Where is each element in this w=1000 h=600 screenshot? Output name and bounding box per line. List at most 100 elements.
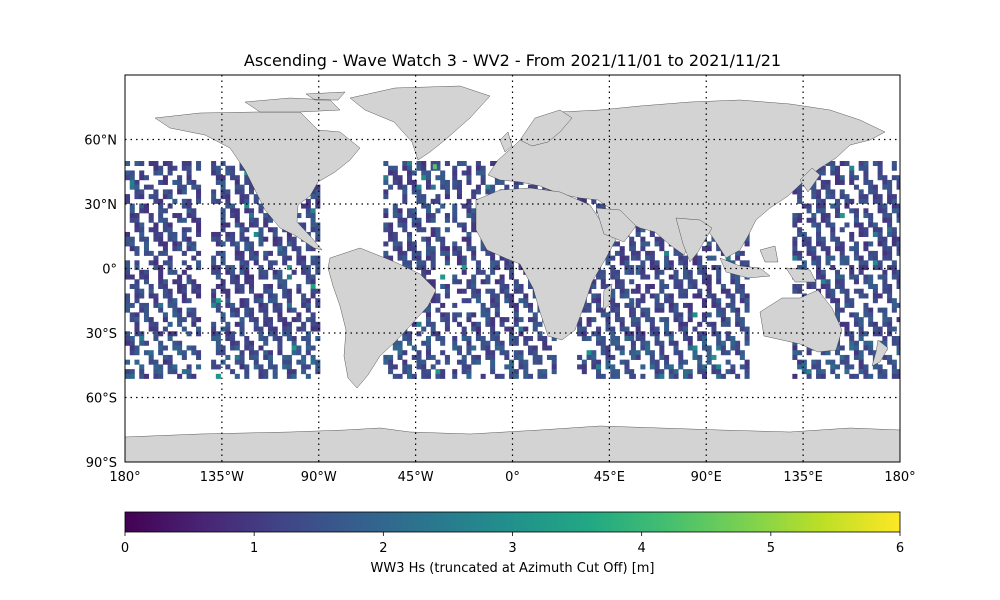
hs-cell [797, 350, 803, 356]
hs-cell [739, 250, 745, 256]
hs-cell [315, 227, 321, 233]
hs-cell [234, 345, 240, 351]
hs-cell [877, 265, 883, 271]
arabia [595, 207, 637, 243]
hs-cell [162, 246, 168, 252]
hs-cell [494, 260, 500, 266]
hs-cell [610, 354, 616, 360]
hs-cell [291, 340, 297, 346]
hs-cell [683, 326, 689, 332]
hs-cell [577, 321, 583, 327]
hs-cell [305, 265, 311, 271]
hs-cell [263, 312, 269, 318]
hs-cell [532, 184, 538, 190]
hs-cell [286, 373, 292, 379]
hs-cell [186, 369, 192, 375]
hs-cell [706, 241, 712, 247]
hs-cell [816, 203, 822, 209]
hs-cell [825, 213, 831, 219]
hs-cell [610, 336, 616, 342]
hs-cell [797, 231, 803, 237]
hs-cell [872, 250, 878, 256]
hs-cell [596, 274, 602, 280]
hs-cell [664, 298, 670, 304]
hs-cell [849, 274, 855, 280]
hs-cell [153, 302, 159, 308]
hs-cell [858, 260, 864, 266]
hs-cell [858, 222, 864, 228]
hs-cell [315, 302, 321, 308]
hs-cell [191, 345, 197, 351]
hs-cell [891, 175, 897, 181]
hs-cell [416, 184, 422, 190]
hs-cell [887, 326, 893, 332]
hs-cell [267, 227, 273, 233]
hs-cell [816, 208, 822, 214]
hs-cell [461, 359, 467, 365]
hs-cell [654, 364, 660, 370]
hs-cell [711, 369, 717, 375]
hs-cell [863, 345, 869, 351]
hs-cell [494, 345, 500, 351]
lat-tick-label: 60°S [86, 392, 117, 407]
hs-cell [834, 170, 841, 176]
hs-cell [148, 184, 154, 190]
hs-cell [872, 283, 878, 290]
hs-cell [272, 227, 278, 233]
hs-cell [430, 246, 436, 252]
hs-cell [315, 369, 321, 375]
hs-cell [263, 336, 269, 342]
hs-cell [610, 293, 616, 299]
hs-cell [654, 274, 660, 280]
hs-cell [513, 317, 519, 323]
hs-cell [435, 208, 441, 214]
hs-cell [816, 265, 822, 271]
hs-cell [649, 364, 655, 370]
arctic-islands [244, 91, 346, 113]
hs-cell [186, 241, 192, 247]
hs-cell [649, 283, 655, 290]
graticule [125, 75, 900, 462]
hs-cell [425, 354, 431, 360]
hs-cell [839, 189, 845, 195]
hs-cell [640, 236, 646, 242]
hs-cell [220, 260, 226, 266]
hs-cell [244, 269, 250, 275]
hs-cell [868, 307, 874, 313]
hs-cell [668, 307, 674, 313]
hs-cell [143, 317, 149, 323]
hs-cell [528, 302, 534, 308]
hs-cell [263, 236, 269, 242]
hs-cell [811, 260, 817, 266]
hs-cell [253, 359, 259, 365]
hs-cell [416, 222, 422, 228]
hs-cell [196, 194, 202, 200]
hs-cell [518, 364, 524, 370]
hs-cell [411, 179, 417, 185]
hs-cell [630, 354, 636, 360]
hs-cell [253, 231, 259, 237]
hs-cell [425, 321, 431, 327]
hs-cell [744, 293, 750, 299]
hs-cell [605, 255, 611, 261]
hs-cell [305, 279, 311, 285]
hs-cell [853, 250, 859, 256]
hs-cell [282, 293, 288, 299]
hs-cell [143, 236, 149, 242]
hs-cell [577, 364, 583, 370]
hs-cell [711, 298, 717, 304]
hs-cell [186, 298, 192, 304]
hs-cell [315, 236, 321, 242]
hs-cell [129, 283, 135, 290]
hs-cell [148, 227, 154, 233]
hs-cell [253, 350, 259, 356]
hs-cell [654, 369, 660, 375]
hs-cell [640, 345, 646, 351]
hs-cell [186, 213, 192, 219]
hs-cell [668, 265, 674, 271]
hs-cell [619, 246, 625, 252]
hs-cell [167, 165, 173, 171]
hs-cell [614, 250, 621, 256]
hs-cell [863, 208, 869, 214]
hs-cell [296, 255, 302, 261]
